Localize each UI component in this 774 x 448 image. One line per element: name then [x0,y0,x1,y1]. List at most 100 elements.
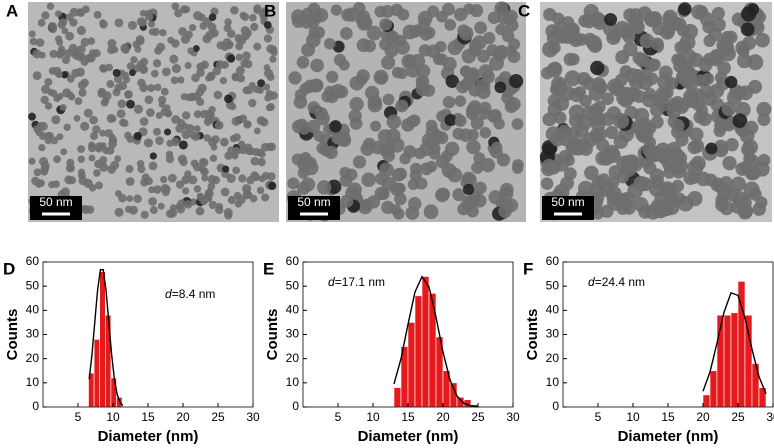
particle [40,95,49,105]
particle [724,30,738,44]
x-tick-label: 30 [766,410,774,424]
particle [200,167,209,177]
particle [427,5,440,18]
particle [340,27,353,40]
particle [231,149,239,157]
bar [421,276,430,408]
particle [478,101,492,115]
particle [639,33,655,49]
particle [106,113,116,123]
particle [553,111,567,125]
particle [590,60,605,76]
particle [269,55,277,63]
particle [441,163,457,178]
particle [287,177,300,190]
particle [160,107,169,116]
particle [752,202,766,216]
particle [267,142,276,152]
particle [224,18,232,26]
particle [509,74,524,89]
particle [199,109,209,119]
particle [625,68,642,84]
particle [47,21,58,32]
particle [256,116,266,126]
x-tick-label: 25 [211,410,225,424]
particle [608,29,621,43]
particle [48,180,56,189]
particle [604,12,618,26]
particle [181,111,191,120]
particle [82,5,90,14]
particle [161,67,171,77]
particle [659,24,675,40]
particle [244,190,253,199]
particle [486,44,499,57]
particle [108,139,118,149]
particle [445,141,460,157]
particle [232,166,241,175]
particle [245,146,254,156]
particle [714,143,729,158]
particle [586,37,599,50]
particle [77,155,85,163]
scale-bar-label: 50 nm [297,195,330,209]
particle [55,71,63,79]
particle [425,125,440,140]
particle [313,8,329,23]
particle [338,59,350,71]
particle [724,75,738,89]
particle [699,84,714,100]
bar [744,314,753,408]
particle [399,153,411,165]
particle [253,6,261,15]
particle [177,154,187,164]
particle [137,78,146,88]
particle [633,197,649,213]
panel-label: D [3,259,15,278]
particle [395,99,409,113]
fit-curve [393,275,479,408]
x-tick-label: 20 [696,410,710,424]
particles [539,2,772,221]
particle [705,142,718,155]
particle [356,69,370,83]
particle [474,181,487,195]
particle [721,101,737,117]
particle [224,211,233,220]
particle [442,95,456,109]
annotation: d=24.4 nm [588,275,645,289]
particle [99,64,107,72]
particle [258,9,268,19]
particle [422,84,436,97]
particle [542,112,557,127]
particle [63,48,73,58]
particle [546,160,561,175]
particle [107,165,116,174]
particle [463,3,475,15]
particle [148,197,158,206]
particle [203,134,211,142]
particle [435,40,447,53]
particle [265,104,273,112]
particle [683,170,698,185]
particle [241,12,250,21]
bar [99,271,106,408]
particle [296,56,310,69]
particle [638,177,653,192]
particle [731,176,746,192]
particle [187,47,195,55]
particle [95,181,103,190]
particle [137,165,146,174]
particle [50,136,59,145]
particle [437,187,451,201]
particle [59,104,67,111]
particle [558,149,573,164]
particle [697,111,712,127]
x-axis-label: Diameter (nm) [618,428,719,445]
particle [168,208,178,218]
particle [192,162,202,172]
particle [133,104,144,114]
particle [576,71,591,87]
particle [32,49,42,59]
particle [379,38,392,51]
